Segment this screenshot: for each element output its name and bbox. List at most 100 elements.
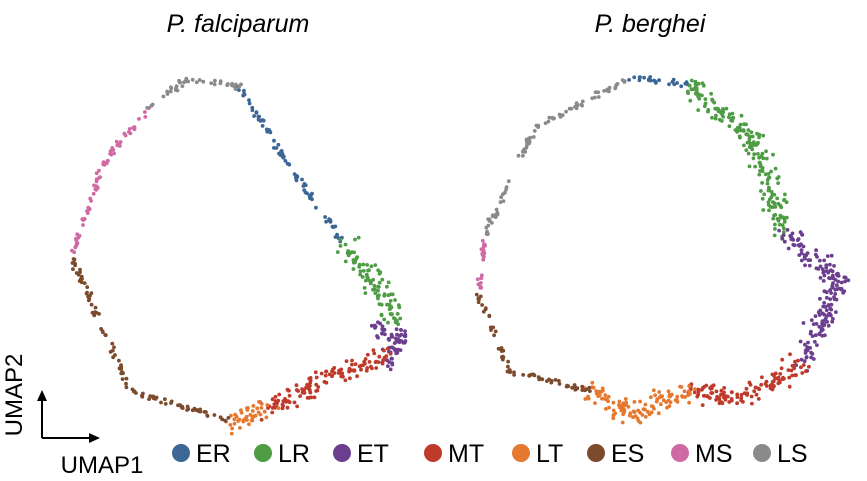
point-ls — [596, 90, 600, 94]
point-lr — [769, 195, 773, 199]
point-es — [124, 382, 128, 386]
point-lr — [773, 234, 777, 238]
legend-marker-mt — [424, 444, 442, 462]
point-lt — [644, 403, 648, 407]
point-lr — [761, 197, 765, 201]
point-es — [482, 310, 486, 314]
point-et — [800, 252, 804, 256]
point-lt — [255, 406, 259, 410]
point-et — [804, 349, 808, 353]
point-er — [667, 82, 671, 86]
point-er — [647, 78, 651, 82]
point-es — [150, 395, 154, 399]
point-lr — [748, 141, 752, 145]
point-et — [809, 330, 813, 334]
point-ls — [521, 150, 525, 154]
point-ls — [488, 219, 492, 223]
point-et — [390, 361, 394, 365]
point-lr — [745, 132, 749, 136]
point-lr — [396, 312, 400, 316]
point-mt — [718, 400, 722, 404]
point-mt — [780, 358, 784, 362]
point-et — [831, 274, 835, 278]
point-mt — [328, 373, 332, 377]
point-et — [823, 274, 827, 278]
point-lt — [657, 390, 661, 394]
point-mt — [344, 378, 348, 382]
point-lr — [720, 111, 724, 115]
legend-marker-lr — [254, 444, 272, 462]
point-lr — [703, 104, 707, 108]
point-et — [800, 358, 804, 362]
point-ms — [106, 159, 110, 163]
point-ls — [175, 84, 179, 88]
point-lr — [771, 205, 775, 209]
point-mt — [324, 370, 328, 374]
point-et — [806, 341, 810, 345]
point-et — [786, 228, 790, 232]
point-lt — [593, 401, 597, 405]
point-lt — [675, 398, 679, 402]
legend-label-lt: LT — [536, 440, 563, 468]
legend-marker-lt — [512, 444, 530, 462]
point-lr — [393, 298, 397, 302]
point-mt — [382, 349, 386, 353]
point-lr — [767, 209, 771, 213]
point-et — [827, 276, 831, 280]
point-ms — [143, 115, 147, 119]
point-et — [822, 259, 826, 263]
point-et — [827, 312, 831, 316]
point-mt — [295, 405, 299, 409]
point-er — [250, 106, 254, 110]
point-ms — [101, 163, 105, 167]
point-lr — [765, 157, 769, 161]
point-mt — [383, 356, 387, 360]
point-et — [827, 324, 831, 328]
point-lr — [377, 293, 381, 297]
point-mt — [260, 418, 264, 422]
point-es — [186, 405, 190, 409]
point-lr — [380, 303, 384, 307]
point-mt — [372, 352, 376, 356]
point-lt — [612, 401, 616, 405]
point-es — [538, 377, 542, 381]
point-ls — [502, 199, 506, 203]
point-et — [818, 309, 822, 313]
point-lr — [728, 124, 732, 128]
point-lr — [776, 217, 780, 221]
point-mt — [788, 352, 792, 356]
point-es — [164, 402, 168, 406]
point-ls — [234, 87, 238, 91]
point-et — [835, 287, 839, 291]
legend-marker-ls — [753, 444, 771, 462]
point-et — [829, 308, 833, 312]
point-et — [386, 364, 390, 368]
point-lr — [751, 135, 755, 139]
point-lt — [693, 387, 697, 391]
point-mt — [374, 366, 378, 370]
point-es — [191, 408, 195, 412]
point-ls — [213, 79, 217, 83]
point-es — [573, 388, 577, 392]
legend-label-et: ET — [357, 440, 389, 468]
point-mt — [778, 372, 782, 376]
point-mt — [702, 394, 706, 398]
point-es — [104, 333, 108, 337]
legend-label-ms: MS — [695, 440, 733, 468]
point-es — [557, 379, 561, 383]
point-mt — [272, 402, 276, 406]
point-et — [834, 278, 838, 282]
point-et — [780, 237, 784, 241]
point-lr — [380, 278, 384, 282]
point-er — [255, 111, 259, 115]
point-lr — [373, 287, 377, 291]
point-mt — [800, 371, 804, 375]
point-lr — [783, 220, 787, 224]
point-et — [822, 313, 826, 317]
point-et — [830, 254, 834, 258]
point-er — [679, 84, 683, 88]
point-mt — [377, 355, 381, 359]
point-mt — [726, 395, 730, 399]
point-es — [155, 396, 159, 400]
point-et — [788, 234, 792, 238]
